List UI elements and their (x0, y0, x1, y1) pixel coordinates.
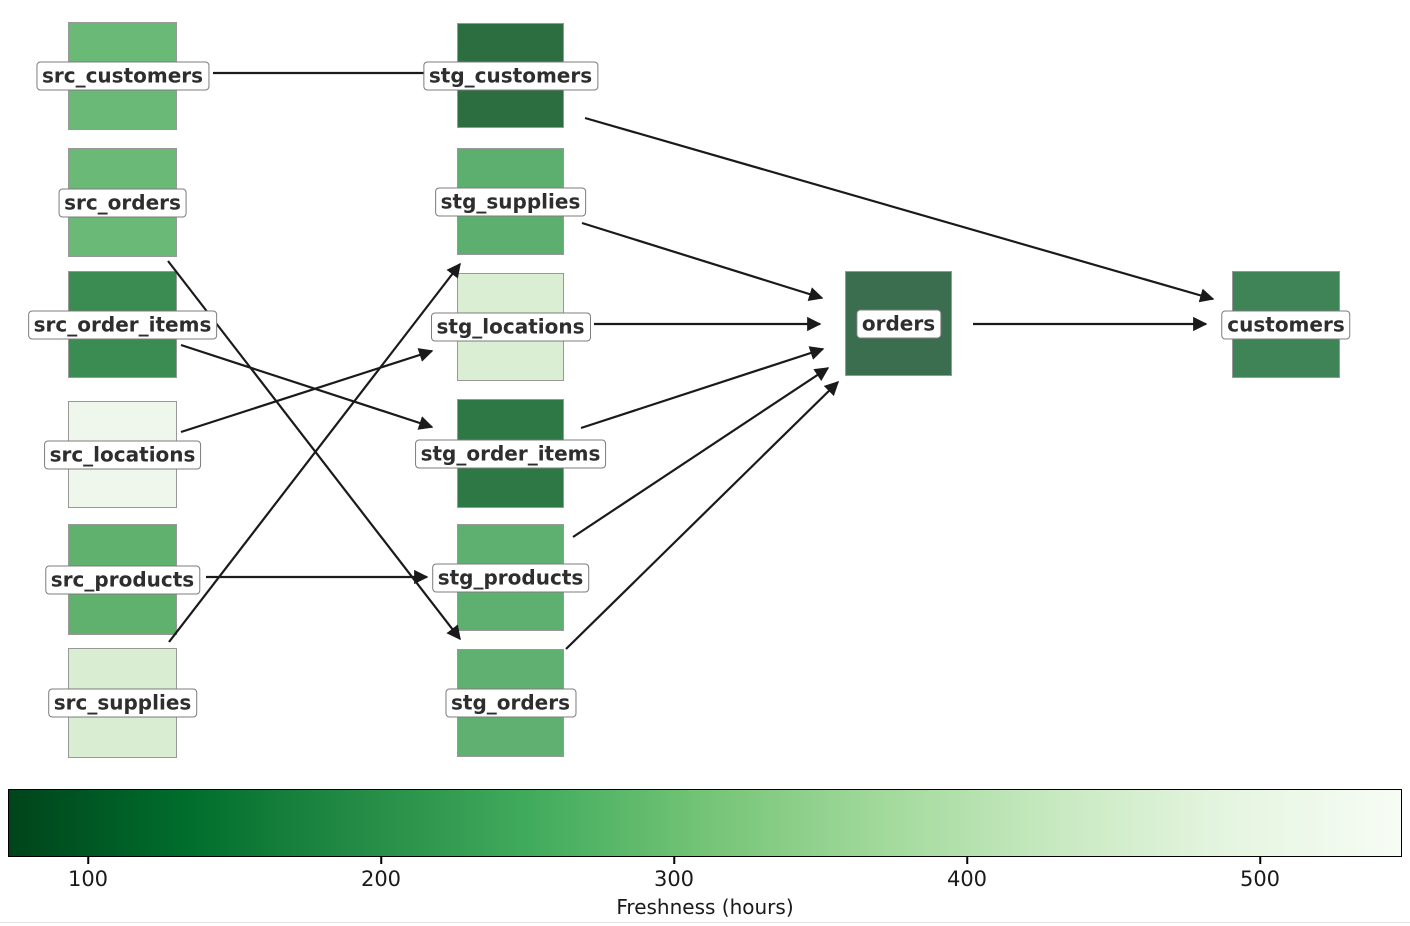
node-label-src_supplies: src_supplies (47, 688, 198, 718)
colorbar-tickmark-500 (1259, 857, 1261, 864)
colorbar-ticklabel-300: 300 (653, 867, 695, 891)
node-label-stg_orders: stg_orders (444, 688, 577, 718)
freshness-colorbar (8, 789, 1402, 857)
colorbar-tickmark-300 (673, 857, 675, 864)
node-label-stg_locations: stg_locations (430, 312, 591, 342)
node-label-stg_supplies: stg_supplies (434, 187, 587, 216)
edge-stg_order_items-to-orders (580, 346, 825, 430)
edge-stg_customers-to-customers (584, 116, 1215, 303)
colorbar-axis-label: Freshness (hours) (616, 895, 794, 919)
node-label-stg_products: stg_products (431, 563, 590, 592)
node-label-src_products: src_products (44, 565, 201, 594)
edge-src_locations-to-stg_locations (180, 348, 434, 434)
colorbar-tickmark-400 (966, 857, 968, 864)
colorbar-ticklabel-400: 400 (946, 867, 988, 891)
edge-stg_supplies-to-orders (581, 221, 824, 301)
edge-src_order_items-to-stg_order_items (180, 343, 434, 430)
node-label-stg_customers: stg_customers (422, 61, 599, 90)
node-label-src_order_items: src_order_items (27, 310, 218, 339)
edge-src_supplies-to-stg_supplies (168, 262, 461, 643)
node-label-src_orders: src_orders (58, 188, 187, 217)
edge-stg_products-to-orders (572, 367, 830, 538)
node-label-src_customers: src_customers (35, 61, 210, 91)
node-label-stg_order_items: stg_order_items (414, 439, 607, 468)
edge-stg_orders-to-orders (565, 380, 840, 650)
colorbar-ticklabel-200: 200 (360, 867, 402, 891)
colorbar-ticklabel-500: 500 (1239, 867, 1281, 891)
node-label-customers: customers (1221, 310, 1351, 339)
colorbar-tickmark-200 (380, 857, 382, 864)
node-label-src_locations: src_locations (43, 440, 202, 469)
colorbar-tickmark-100 (87, 857, 89, 864)
colorbar-ticklabel-100: 100 (67, 867, 109, 891)
node-label-orders: orders (855, 309, 942, 338)
figure-bottom-border (0, 922, 1410, 923)
